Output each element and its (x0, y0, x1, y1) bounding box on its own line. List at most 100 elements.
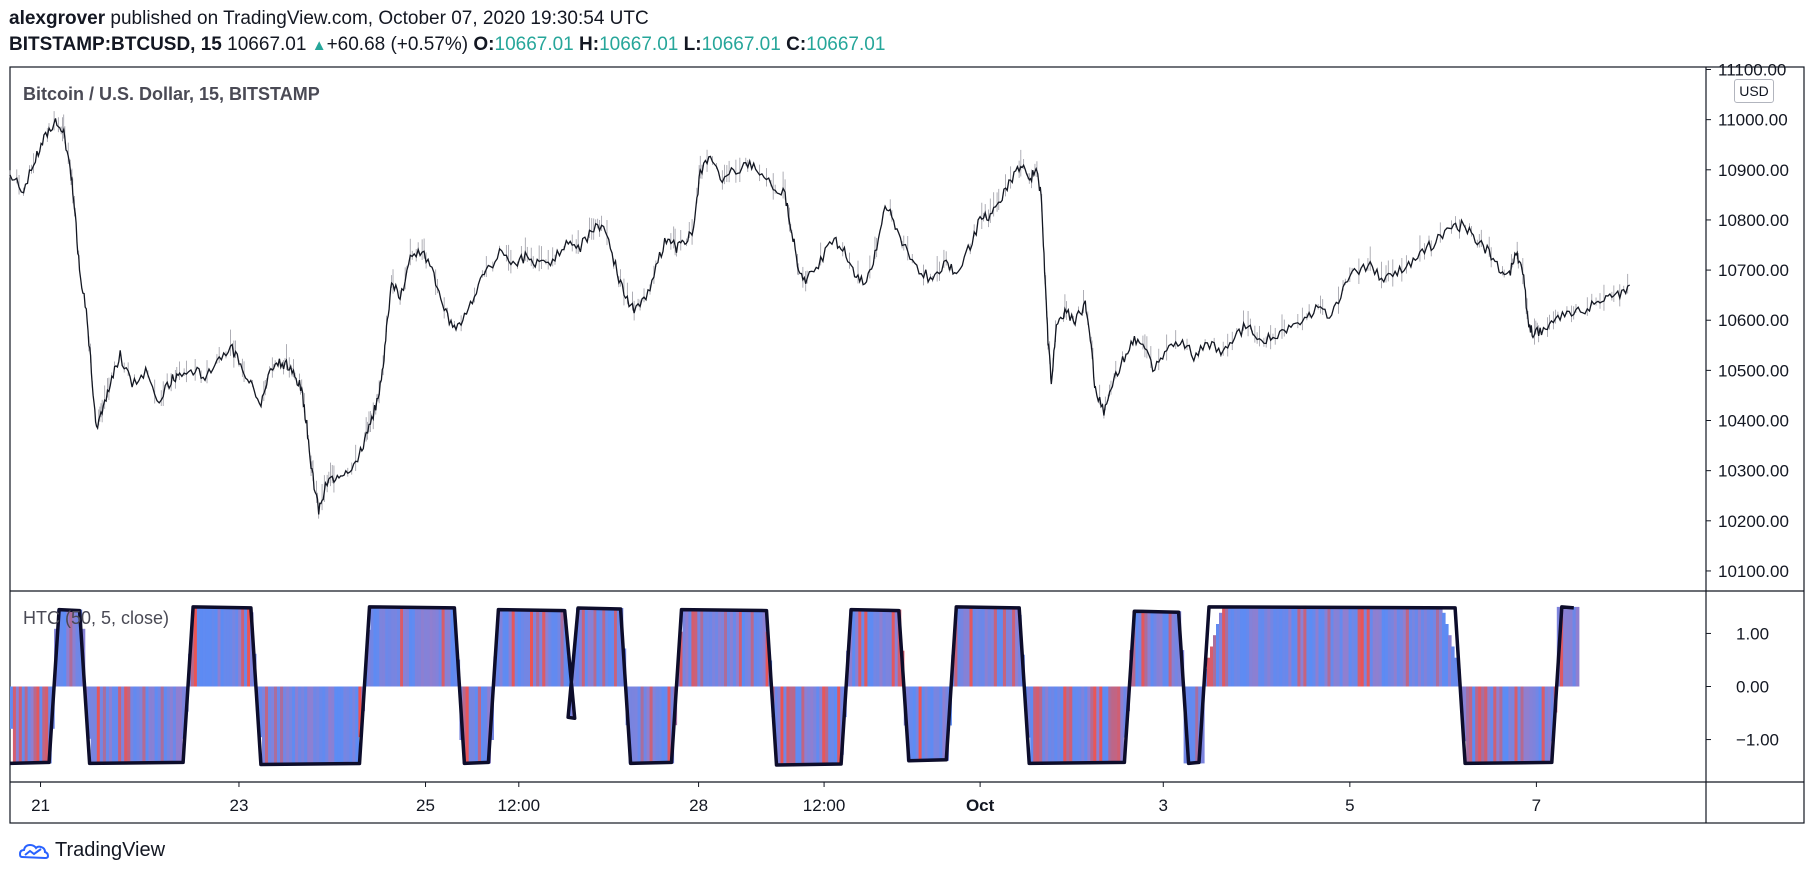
htc-bar (385, 606, 389, 687)
htc-bar (283, 686, 287, 765)
htc-bar (1138, 611, 1142, 687)
htc-bar (918, 686, 923, 761)
htc-bar (786, 686, 790, 765)
htc-bar (462, 686, 467, 764)
htc-bar (548, 609, 552, 687)
htc-axis[interactable]: 1.00 0.00 −1.00 (1706, 624, 1779, 750)
htc-bar (1240, 606, 1244, 687)
htc-bar (777, 686, 782, 765)
htc-bar (602, 608, 606, 687)
time-tick-label: 21 (31, 796, 50, 815)
htc-bar (72, 609, 77, 687)
htc-bar (1550, 686, 1555, 742)
htc-bar (414, 606, 419, 687)
htc-bar (972, 606, 977, 687)
htc-bar (69, 609, 74, 687)
htc-bar (12, 686, 17, 764)
htc-bar (499, 609, 504, 687)
htc-bar (960, 606, 964, 687)
htc-bar (1393, 606, 1398, 687)
htc-bar (1186, 686, 1190, 764)
price-axis[interactable]: 11100.00 11000.00 10900.00 10800.00 10700.00… (1706, 61, 1789, 581)
htc-bar (652, 686, 657, 764)
htc-bar (238, 606, 242, 687)
htc-bar (355, 686, 359, 764)
htc-bar (1514, 686, 1519, 764)
currency-badge[interactable]: USD (1734, 79, 1774, 103)
htc-bar (241, 606, 245, 687)
htc-bar (1108, 686, 1112, 764)
htc-bar (1222, 606, 1226, 687)
htc-bar (1484, 686, 1488, 764)
htc-bar (10, 686, 14, 729)
htc-bar (526, 609, 531, 687)
htc-bar (75, 609, 80, 687)
htc-bar (511, 609, 516, 687)
htc-bar (1147, 611, 1152, 687)
htc-bar (616, 608, 621, 687)
author-name[interactable]: alexgrover (9, 8, 106, 29)
htc-bar (343, 686, 347, 765)
htc-bar (852, 609, 856, 687)
time-axis[interactable]: 21 23 25 12:00 28 12:00 Oct 3 5 7 (31, 782, 1541, 815)
htc-bar (151, 686, 156, 764)
chart-area[interactable]: 11100.00 11000.00 10900.00 10800.00 10700.00… (0, 0, 1813, 830)
htc-bar (912, 686, 917, 761)
htc-bar (566, 656, 571, 687)
htc-bar (423, 606, 428, 687)
htc-bar (322, 686, 326, 765)
price-line (9, 118, 1630, 515)
htc-bar (658, 686, 663, 764)
htc-bar (1132, 611, 1136, 687)
htc-bar (563, 619, 568, 687)
htc-bar (1493, 686, 1497, 764)
htc-bar (888, 609, 893, 687)
htc-bar (1481, 686, 1485, 764)
htc-bar (1511, 686, 1515, 764)
htc-bar (1120, 686, 1124, 764)
time-tick-label: 28 (689, 796, 708, 815)
htc-bar (1563, 606, 1567, 687)
htc-bar (804, 686, 808, 765)
htc-bar (1002, 606, 1007, 687)
htc-bar (304, 686, 308, 765)
htc-bar (118, 686, 122, 764)
price-change: +60.68 (+0.57%) (326, 34, 469, 55)
htc-bar (1072, 686, 1076, 764)
htc-bar (397, 606, 401, 687)
htc-bar (1569, 606, 1574, 687)
htc-bar (271, 686, 275, 765)
htc-bar (24, 686, 29, 764)
htc-bar (1448, 635, 1452, 687)
htc-bar (1264, 606, 1268, 687)
htc-bar (1018, 614, 1022, 687)
htc-bar (1402, 606, 1407, 687)
htc-bar (1472, 686, 1476, 764)
htc-bar (379, 606, 383, 687)
htc-bar (741, 609, 746, 687)
htc-bar (373, 606, 377, 687)
htc-bar (487, 686, 491, 764)
htc-bar (18, 686, 23, 764)
htc-bar (232, 606, 236, 687)
htc-bar (438, 606, 443, 687)
htc-bar (298, 686, 302, 765)
htc-bar (175, 686, 180, 764)
htc-bar (1090, 686, 1094, 764)
footer-brand[interactable]: TradingView (19, 839, 165, 862)
htc-bar (1487, 686, 1491, 764)
brand-name: TradingView (55, 839, 166, 861)
htc-bar (1207, 657, 1211, 687)
htc-bar (1006, 606, 1010, 687)
htc-bar (557, 609, 562, 687)
htc-bar (679, 631, 684, 687)
htc-bar (1315, 606, 1320, 687)
htc-bar (1502, 686, 1506, 764)
htc-bar (1171, 611, 1176, 687)
htc-bar (1390, 606, 1395, 687)
htc-bar (831, 686, 835, 765)
htc-bar (468, 686, 473, 764)
htc-bar (1189, 686, 1193, 764)
htc-bar (727, 609, 731, 687)
htc-bar (762, 609, 767, 687)
